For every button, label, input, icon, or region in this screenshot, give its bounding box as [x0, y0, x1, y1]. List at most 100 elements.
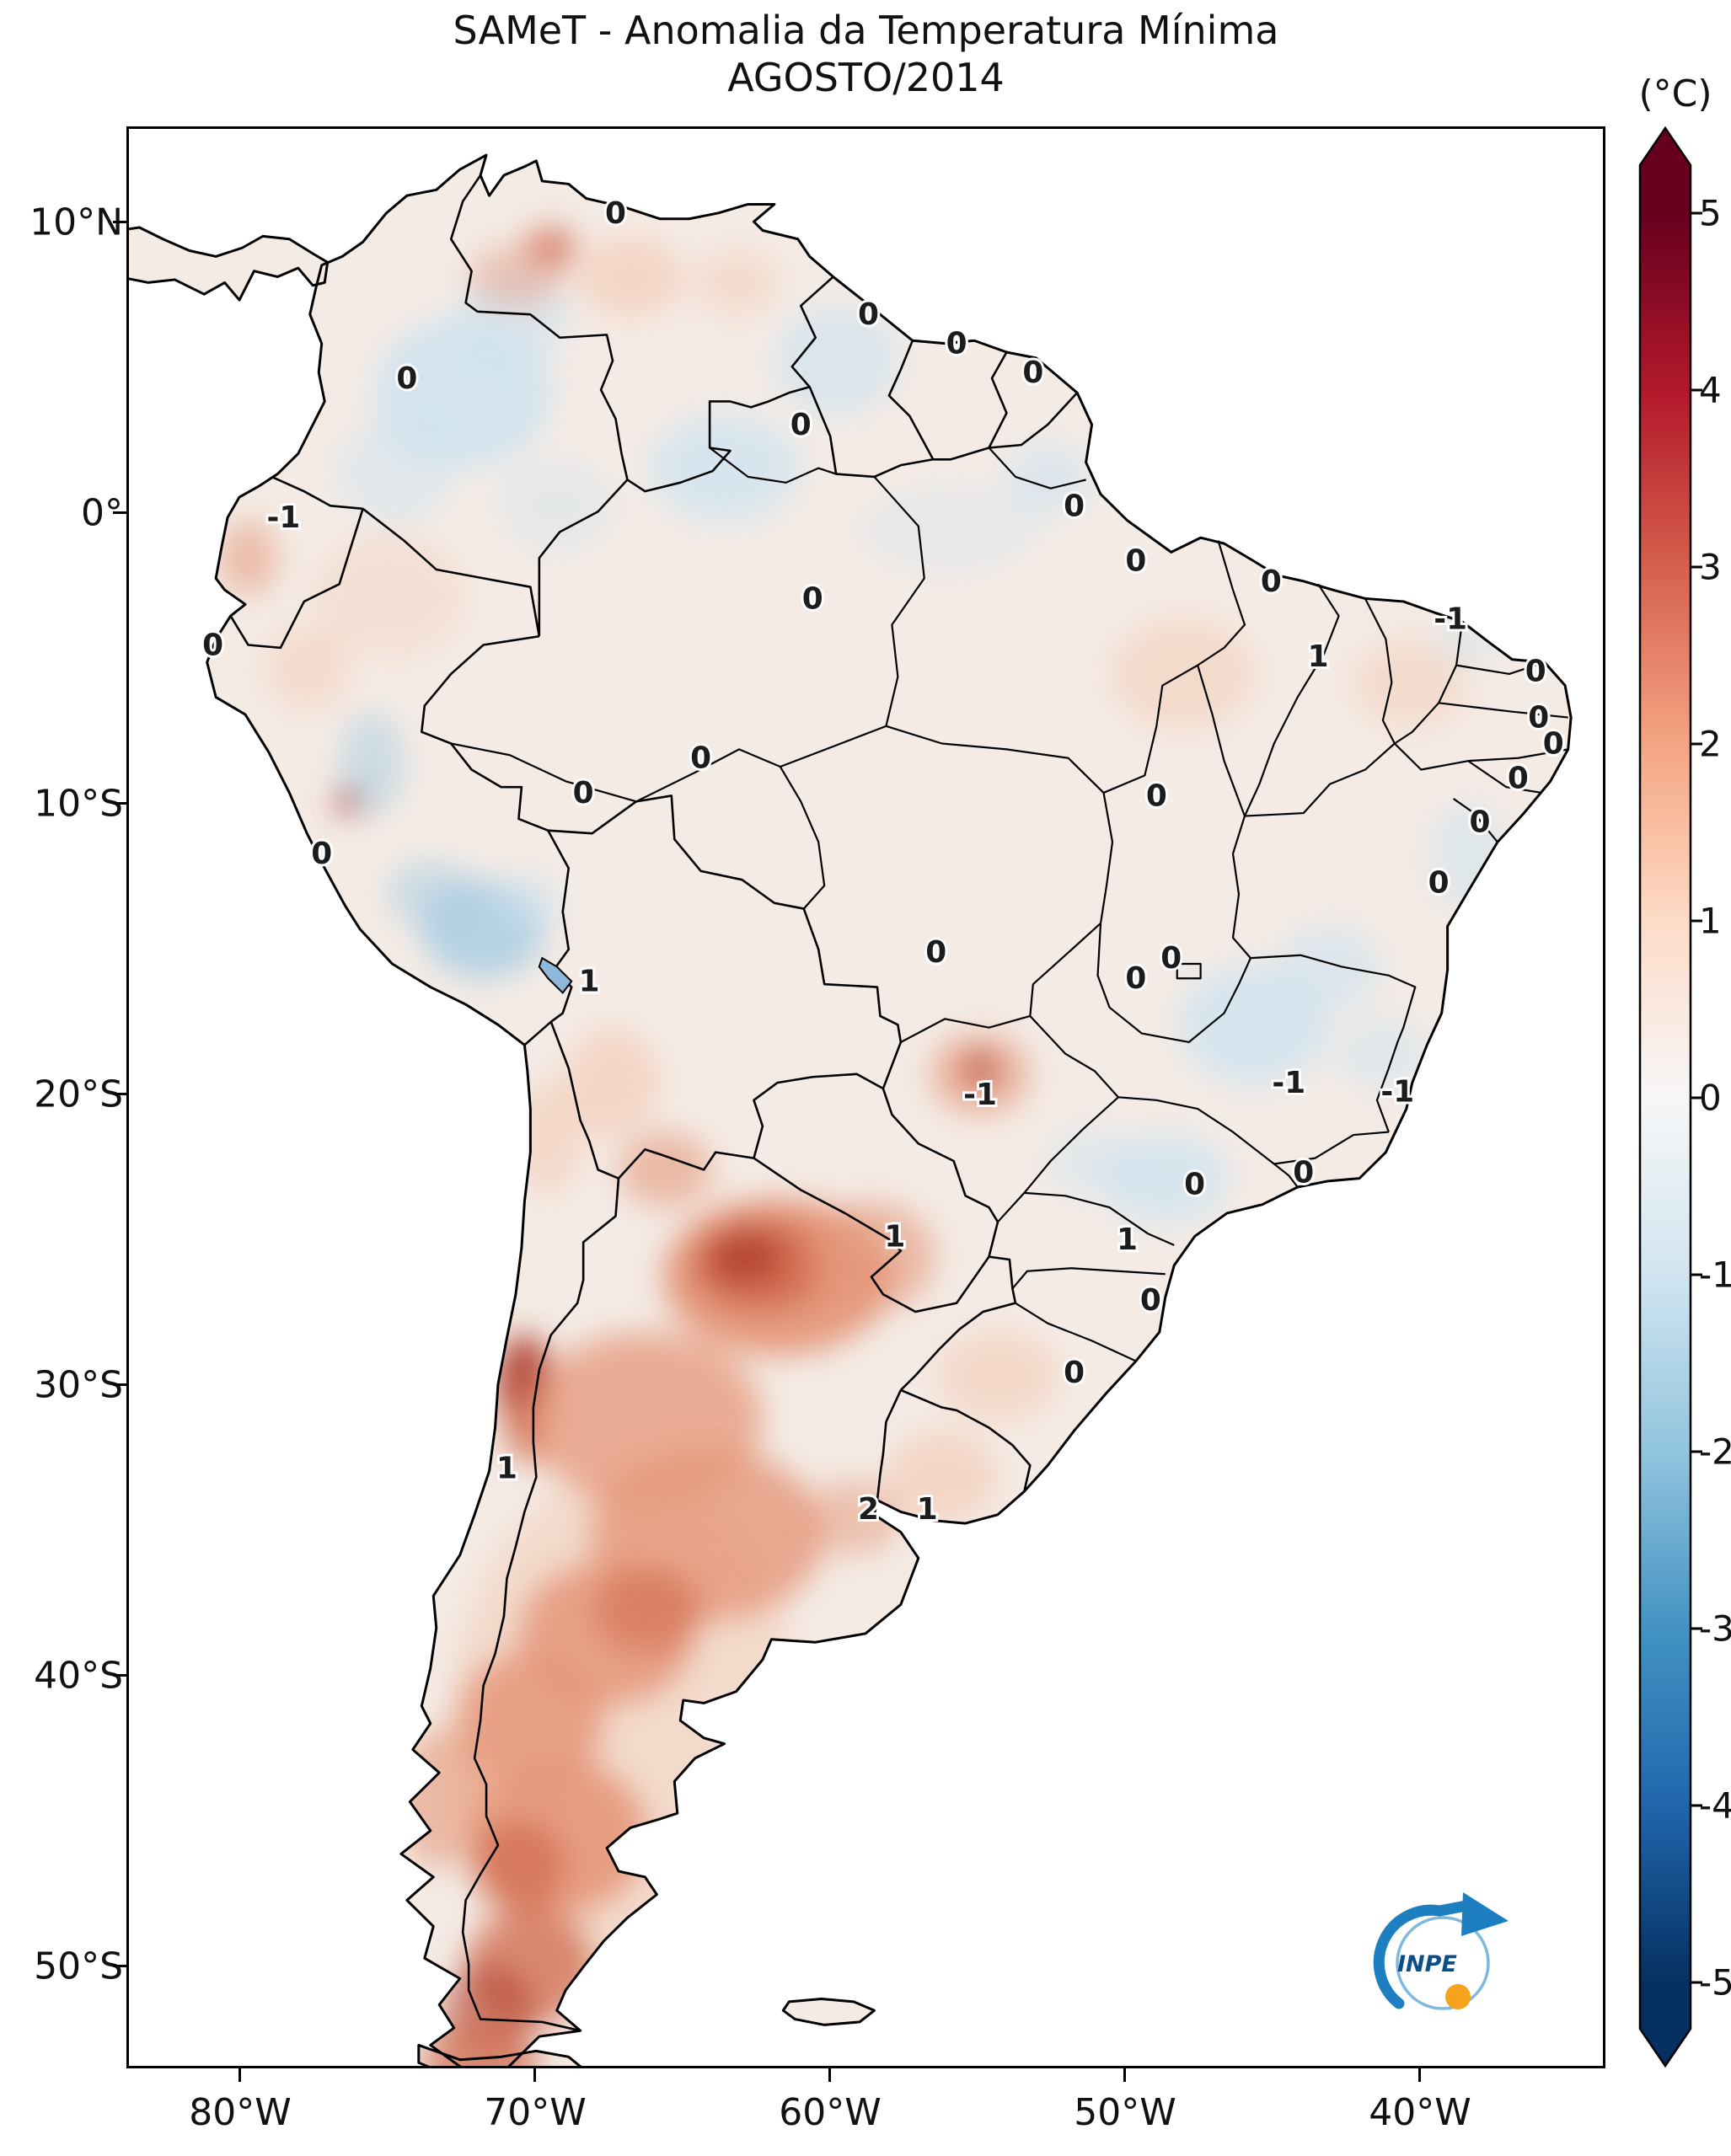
anomaly-value-label: 0 — [1543, 726, 1564, 761]
anomaly-value-label: 0 — [605, 196, 626, 231]
anomaly-blob — [963, 1055, 997, 1084]
country-border — [548, 794, 903, 1089]
colorbar-unit-label: (°C) — [1638, 72, 1712, 115]
anomaly-value-label: 1 — [884, 1219, 905, 1254]
country-border — [753, 1157, 990, 1313]
state-border — [1467, 760, 1542, 794]
state-border — [780, 725, 887, 768]
lat-tickmark — [113, 221, 126, 224]
map-plot-area: 0 0 0 0 0 0 -1 0 0 0 0 1 -1 0 0 0 0 0 0 0 0 0 0 0 1 0 0 0 -1 -1 -1 0 0 1 1… — [126, 126, 1605, 2068]
state-border — [988, 447, 1086, 490]
anomaly-value-label: 0 — [1525, 654, 1546, 688]
state-border — [1029, 923, 1101, 1017]
anomaly-blob — [386, 859, 475, 929]
anomaly-blob — [592, 1566, 705, 1654]
anomaly-value-label: 1 — [1117, 1222, 1138, 1257]
state-border — [1231, 816, 1251, 959]
state-border — [1103, 664, 1198, 794]
anomaly-blob — [565, 1027, 660, 1138]
anomaly-value-label: 1 — [1308, 639, 1329, 674]
anomaly-blob — [935, 1329, 1060, 1422]
state-border — [1024, 1191, 1175, 1246]
lon-tick-label: 50°W — [1074, 2091, 1176, 2134]
coastline — [781, 1998, 876, 2026]
state-border — [1243, 583, 1340, 817]
colorbar-outline — [1638, 126, 1692, 2068]
lon-tick-label: 80°W — [189, 2091, 292, 2134]
anomaly-blob — [807, 1479, 901, 1556]
coastline — [417, 2043, 582, 2066]
anomaly-value-label: 0 — [1470, 805, 1491, 839]
inpe-logo: INPE — [1373, 1892, 1509, 2010]
country-border — [876, 1389, 903, 1501]
anomaly-blob — [807, 1201, 936, 1312]
colorbar-tick-label: -3 — [1699, 1608, 1731, 1650]
state-border — [1099, 792, 1114, 924]
anomaly-value-label: 0 — [1293, 1156, 1314, 1190]
state-border — [1096, 923, 1251, 1044]
colorbar-tick-label: 1 — [1699, 900, 1722, 942]
lon-tickmark — [828, 2068, 832, 2082]
country-border — [626, 386, 1079, 493]
lat-tickmark — [113, 1093, 126, 1096]
anomaly-value-label: -1 — [1380, 1074, 1414, 1109]
country-border — [362, 507, 541, 637]
anomaly-blob — [577, 236, 683, 318]
state-border — [1244, 742, 1396, 817]
landmass-fill — [783, 1998, 875, 2025]
anomaly-blob — [262, 624, 351, 712]
anomaly-value-label: -1 — [963, 1078, 997, 1112]
anomaly-value-label: -1 — [266, 500, 300, 535]
anomaly-blob — [512, 1079, 584, 1196]
anomaly-value-label: -1 — [1272, 1066, 1305, 1100]
lat-tick-label: 30°S — [34, 1363, 123, 1407]
country-border — [271, 475, 363, 511]
anomaly-value-label: 1 — [496, 1452, 517, 1486]
anomaly-value-label: 0 — [1125, 961, 1146, 996]
lon-tickmark — [238, 2068, 242, 2082]
state-border — [1011, 1267, 1166, 1290]
anomaly-value-label: 0 — [573, 776, 594, 811]
colorbar-tick-label: 0 — [1699, 1077, 1722, 1119]
colorbar-tick-label: 2 — [1699, 723, 1722, 765]
anomaly-value-label: 0 — [1022, 356, 1043, 390]
anomaly-value-label: 0 — [690, 741, 711, 776]
country-border — [899, 1255, 1017, 1391]
state-border — [886, 725, 1105, 794]
anomaly-value-label: 0 — [1064, 1356, 1085, 1390]
colorbar-tick-label: -1 — [1699, 1254, 1731, 1296]
state-border — [1015, 1302, 1137, 1362]
anomaly-value-label: 0 — [202, 628, 223, 662]
anomaly-blob — [457, 1650, 604, 1790]
anomaly-value-label: 0 — [858, 297, 879, 332]
anomaly-value-label: 0 — [790, 408, 812, 442]
anomaly-value-label: 0 — [1508, 762, 1529, 796]
anomaly-value-label: 0 — [1184, 1167, 1205, 1201]
state-border — [873, 476, 925, 727]
anomaly-blob — [497, 459, 616, 553]
state-border — [1273, 1163, 1299, 1188]
title-line1: SAMeT - Anomalia da Temperatura Mínima — [453, 8, 1279, 53]
logo-arrow-curve — [1373, 1900, 1472, 2009]
country-border — [790, 276, 834, 388]
logo-arrowhead-icon — [1461, 1892, 1509, 1936]
state-border — [1029, 1015, 1119, 1099]
anomaly-blob — [1003, 441, 1092, 518]
colorbar-tick-label: -5 — [1699, 1961, 1731, 2004]
anomaly-blob — [469, 244, 563, 309]
state-border — [1273, 1131, 1389, 1165]
lat-tickmark — [113, 802, 126, 805]
state-border — [1250, 954, 1417, 1029]
anomaly-blob — [647, 413, 801, 523]
country-border — [538, 479, 629, 637]
anomaly-value-label: 0 — [1528, 701, 1549, 736]
state-border — [997, 1096, 1119, 1223]
anomaly-value-label: 0 — [1146, 778, 1167, 813]
anomaly-value-label: 0 — [1125, 544, 1146, 579]
state-border — [1375, 1027, 1405, 1132]
country-border — [523, 1020, 552, 1046]
lat-tick-label: 50°S — [34, 1945, 123, 1988]
state-border — [1176, 962, 1202, 980]
lon-tick-label: 40°W — [1369, 2091, 1471, 2134]
anomaly-value-label: 1 — [579, 965, 600, 999]
